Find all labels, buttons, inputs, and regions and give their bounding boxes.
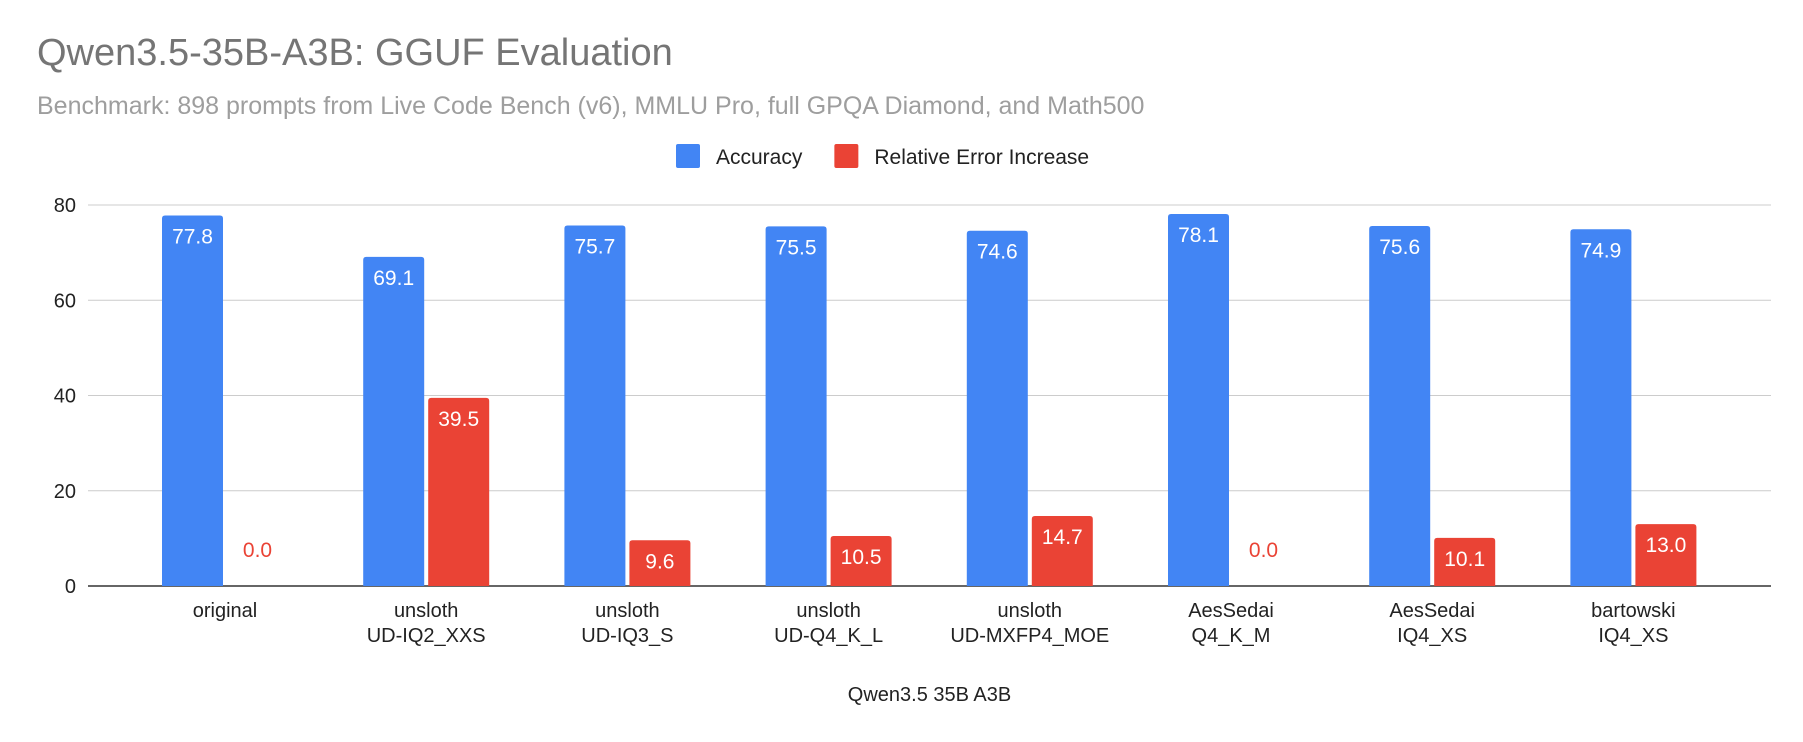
error-increase-bar [1434,537,1496,586]
x-category-label: IQ4_XS [1598,625,1668,647]
error-increase-data-label: 10.5 [841,546,882,569]
error-increase-bar [830,535,892,586]
chart-subtitle: Benchmark: 898 prompts from Live Code Be… [37,92,1145,120]
error-increase-data-label: 39.5 [438,408,479,431]
y-tick-label: 40 [54,386,76,408]
legend-label-error-increase: Relative Error Increase [874,146,1089,169]
accuracy-bar [363,256,425,586]
accuracy-data-label: 69.1 [373,267,414,290]
error-increase-bar [428,397,490,586]
legend-swatch-error-increase [834,144,859,168]
accuracy-bar [966,230,1028,586]
x-category-label: original [193,600,257,622]
legend-label-accuracy: Accuracy [716,146,803,169]
error-increase-data-label: 13.0 [1645,534,1686,557]
gridlines [88,204,1771,587]
chart-title: Qwen3.5-35B-A3B: GGUF Evaluation [37,32,673,74]
x-axis-title: Qwen3.5 35B A3B [848,684,1011,706]
x-axis-categories: original unsloth UD-IQ2_XXS unsloth UD-IQ3_S… [193,600,1676,647]
accuracy-bar [162,215,223,587]
x-category-label: unsloth [796,600,861,622]
bars: 77.8 0.0 69.1 39.5 75.7 9.6 75.5 10.5 74.6 14.7 78… [162,214,1697,587]
x-category-label: IQ4_XS [1397,625,1467,647]
x-category-label: AesSedai [1389,600,1475,622]
error-increase-data-label: 9.6 [645,550,674,573]
accuracy-data-label: 77.8 [172,225,213,248]
x-category-label: UD-IQ3_S [581,625,673,647]
error-increase-data-label: 0.0 [243,539,272,562]
error-increase-data-label: 10.1 [1444,548,1485,571]
y-tick-label: 0 [65,576,76,598]
accuracy-bar [765,226,827,586]
x-category-label: AesSedai [1188,600,1274,622]
x-category-label: UD-Q4_K_L [774,625,883,647]
error-increase-bar [1031,515,1093,586]
x-category-label: UD-MXFP4_MOE [950,625,1109,647]
x-category-label: Q4_K_M [1192,625,1271,647]
y-tick-label: 60 [54,290,76,312]
x-category-label: UD-IQ2_XXS [367,625,486,647]
x-category-label: unsloth [394,600,459,622]
accuracy-bar [564,225,626,586]
error-increase-data-label: 0.0 [1249,539,1278,562]
accuracy-bar [1369,225,1431,586]
accuracy-data-label: 78.1 [1178,224,1219,247]
x-category-label: unsloth [998,600,1063,622]
accuracy-data-label: 75.7 [574,235,615,258]
accuracy-bar [1570,229,1632,586]
error-increase-bar [1635,524,1697,586]
accuracy-data-label: 74.9 [1580,239,1621,262]
y-tick-label: 80 [54,195,76,217]
accuracy-bar [1168,214,1229,586]
x-category-label: unsloth [595,600,660,622]
y-axis-ticks: 0 20 40 60 80 [54,195,76,598]
accuracy-data-label: 74.6 [977,241,1018,264]
x-category-label: bartowski [1591,600,1675,622]
error-increase-bar [629,540,691,586]
legend-swatch-accuracy [676,144,700,168]
accuracy-data-label: 75.5 [776,236,817,259]
y-tick-label: 20 [54,481,76,503]
accuracy-data-label: 75.6 [1379,236,1420,259]
error-increase-data-label: 14.7 [1042,526,1083,549]
legend: Accuracy Relative Error Increase [676,144,1089,169]
